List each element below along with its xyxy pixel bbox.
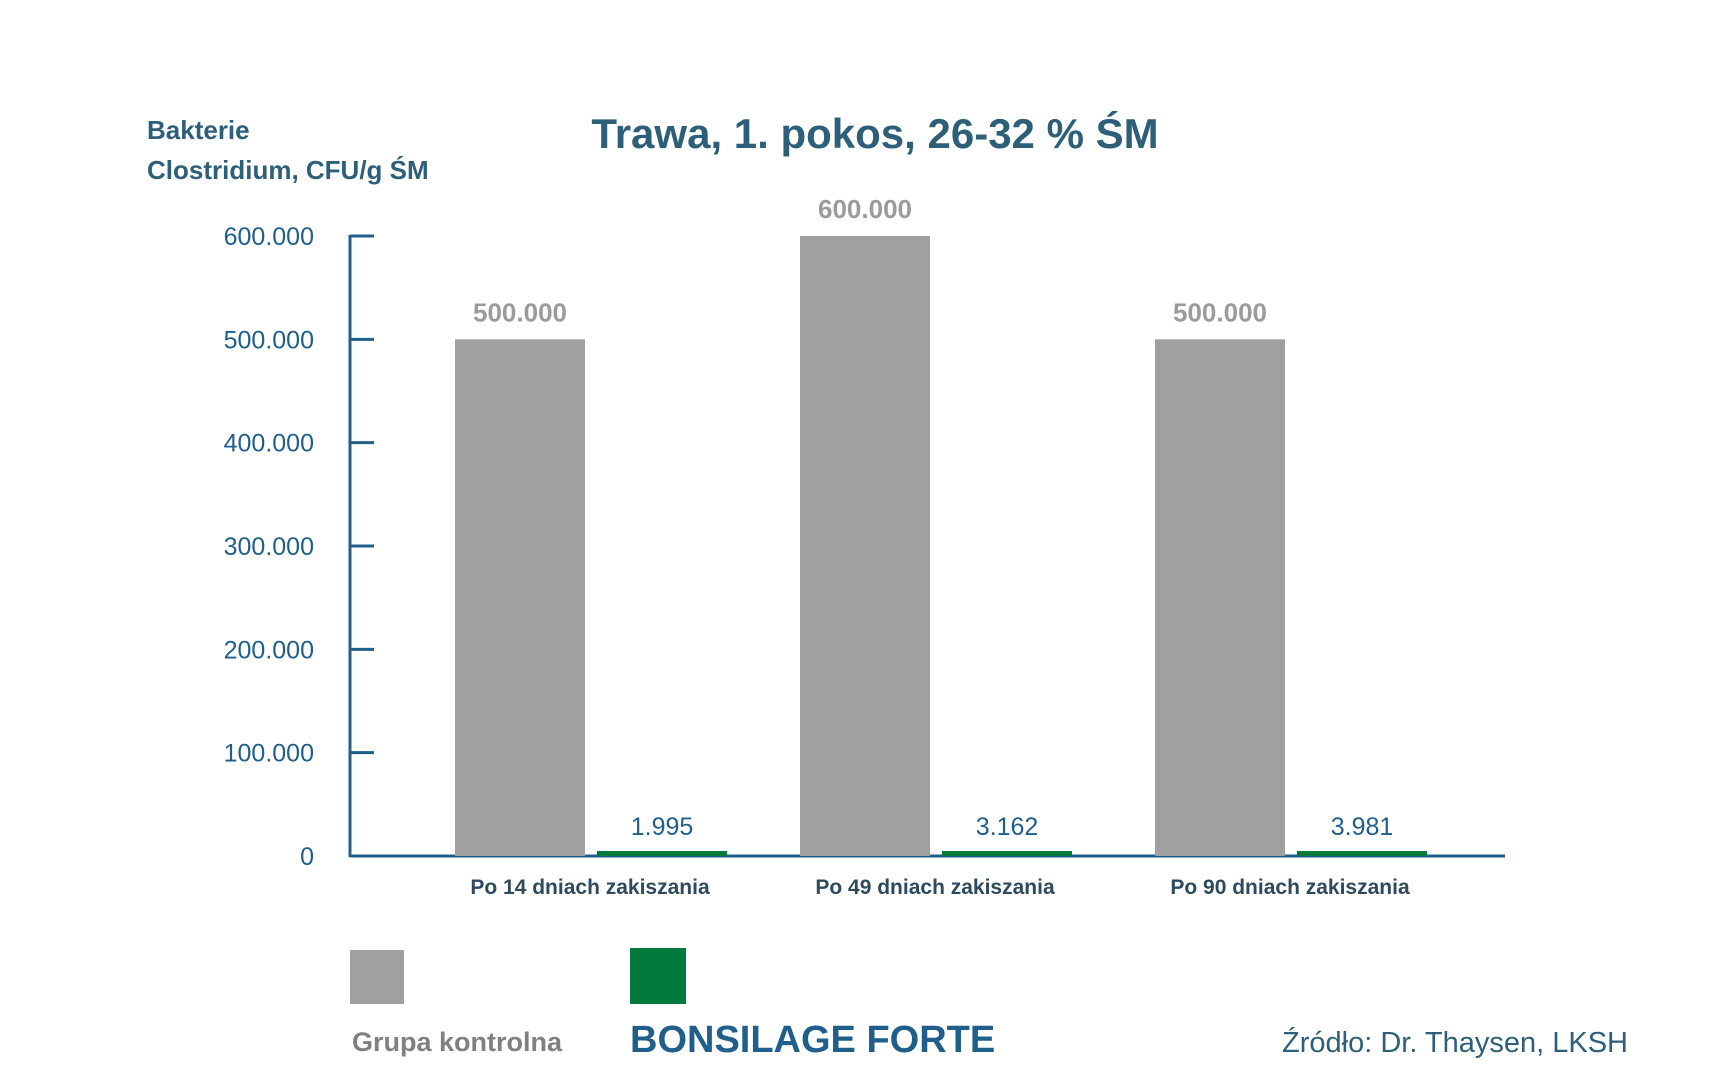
y-axis-label-line-2: Clostridium, CFU/g ŚM — [147, 155, 429, 185]
bar-control — [1155, 339, 1285, 856]
legend-swatch-bonsilage — [630, 948, 686, 1004]
bar-control — [800, 236, 930, 856]
data-label-bonsilage: 3.162 — [976, 813, 1039, 841]
chart-title: Trawa, 1. pokos, 26-32 % ŚM — [591, 109, 1158, 157]
y-tick-label: 0 — [300, 843, 314, 871]
data-label-control: 500.000 — [473, 297, 567, 327]
bar-control — [455, 339, 585, 856]
data-label-bonsilage: 1.995 — [631, 813, 694, 841]
y-axis-label-line-1: Bakterie — [147, 115, 250, 145]
x-category-label: Po 14 dniach zakiszania — [470, 876, 710, 899]
legend-label-control: Grupa kontrolna — [352, 1027, 563, 1057]
data-label-bonsilage: 3.981 — [1331, 813, 1394, 841]
bar-bonsilage — [1297, 851, 1427, 856]
y-tick-label: 300.000 — [224, 533, 314, 561]
bar-bonsilage — [597, 851, 727, 856]
bar-bonsilage — [942, 851, 1072, 856]
legend-label-bonsilage: BONSILAGE FORTE — [630, 1019, 995, 1061]
plot-area: 0 100.000 200.000 300.000 400.000 500.000 600.… — [224, 194, 1505, 899]
legend-swatch-control — [350, 950, 404, 1004]
data-label-control: 600.000 — [818, 194, 912, 224]
y-tick-label: 400.000 — [224, 430, 314, 458]
source-note: Źródło: Dr. Thaysen, LKSH — [1282, 1026, 1628, 1059]
y-tick-label: 200.000 — [224, 636, 314, 664]
data-label-control: 500.000 — [1173, 297, 1267, 327]
y-tick-label: 500.000 — [224, 326, 314, 354]
y-tick-label: 600.000 — [224, 223, 314, 251]
x-category-label: Po 49 dniach zakiszania — [815, 876, 1055, 899]
y-tick-label: 100.000 — [224, 740, 314, 768]
x-category-label: Po 90 dniach zakiszania — [1170, 876, 1410, 899]
legend: Grupa kontrolna BONSILAGE FORTE — [350, 948, 995, 1061]
